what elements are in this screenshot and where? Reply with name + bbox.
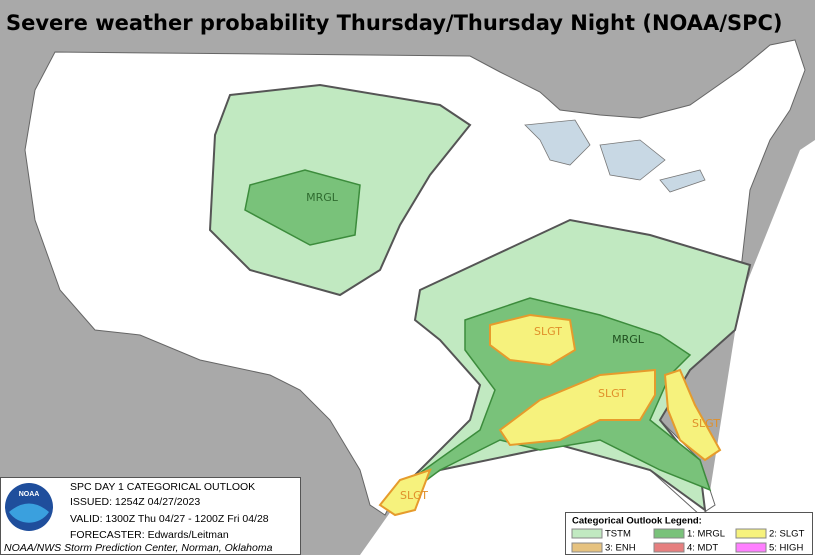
valid: VALID: 1300Z Thu 04/27 - 1200Z Fri 04/28 [70,513,269,525]
risk-label: SLGT [692,417,720,430]
slgt-area [663,368,722,462]
legend-swatch [653,542,685,553]
legend-item: 4: MDT [687,543,718,554]
slgt-area [489,313,577,367]
issued: ISSUED: 1254Z 04/27/2023 [70,496,200,508]
map-title: Severe weather probability Thursday/Thur… [6,11,783,35]
legend-item: TSTM [605,529,631,540]
risk-label: SLGT [400,489,428,502]
risk-label: SLGT [534,325,562,338]
legend-item: 2: SLGT [769,529,805,540]
forecaster: FORECASTER: Edwards/Leitman [70,529,229,541]
legend-swatch [735,542,767,553]
legend-swatch [653,528,685,539]
atlantic [700,140,815,555]
legend-item: 3: ENH [605,543,636,554]
legend-swatch [735,528,767,539]
mrgl-area [244,169,361,246]
great-lakes [599,139,666,181]
legend-swatch [571,528,603,539]
credit: NOAA/NWS Storm Prediction Center, Norman… [4,542,273,554]
product-name: SPC DAY 1 CATEGORICAL OUTLOOK [70,481,255,493]
noaa-logo-wave [9,503,49,523]
slgt-area [498,368,656,447]
risk-label: MRGL [612,333,645,346]
legend-item: 5: HIGH [769,543,803,554]
logo-text: NOAA [19,491,40,498]
slgt-area [378,468,432,517]
risk-label: SLGT [598,387,626,400]
great-lakes [524,119,591,166]
legend-item: 1: MRGL [687,529,725,540]
legend-swatch [571,542,603,553]
legend-title: Categorical Outlook Legend: [572,516,702,527]
risk-label: MRGL [306,191,339,204]
great-lakes [659,169,706,193]
